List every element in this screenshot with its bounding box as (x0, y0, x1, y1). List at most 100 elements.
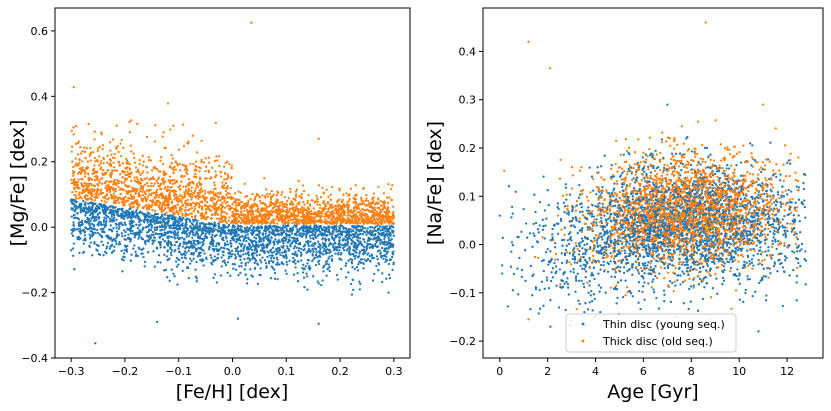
thin-disc-point (266, 250, 269, 253)
thin-disc-point (96, 228, 99, 232)
thick-disc-point (96, 191, 99, 194)
thick-disc-point (170, 185, 173, 189)
thin-disc-point (324, 250, 328, 253)
thick-disc-point (216, 159, 219, 162)
thick-disc-point (341, 215, 344, 218)
thick-disc-point (224, 189, 228, 193)
thick-disc-point (84, 187, 87, 191)
thick-disc-point (76, 186, 79, 189)
thin-disc-point (371, 279, 375, 282)
thick-disc-point (387, 222, 391, 226)
thick-disc-point (85, 198, 88, 201)
thin-disc-point (301, 235, 304, 238)
thin-disc-point (285, 232, 288, 235)
thin-disc-point (270, 236, 273, 239)
thin-disc-point (253, 249, 256, 252)
thick-disc-point (292, 210, 296, 213)
thin-disc-point (170, 268, 173, 271)
thin-disc-point (227, 252, 230, 255)
thick-disc-point (251, 216, 254, 219)
thin-disc-point (264, 262, 268, 265)
thick-disc-point (276, 216, 279, 220)
thick-disc-point (105, 171, 108, 175)
thin-disc-point (182, 260, 185, 264)
thick-disc-point (169, 128, 172, 131)
thick-disc-point (77, 153, 80, 156)
thick-disc-point (244, 195, 247, 198)
thin-disc-point (173, 243, 176, 247)
thin-disc-point (367, 258, 370, 261)
thick-disc-point (170, 200, 174, 203)
thick-disc-point (224, 220, 228, 223)
thin-disc-point (192, 241, 196, 245)
thin-disc-point (211, 248, 214, 251)
thin-disc-point (166, 249, 169, 252)
thick-disc-point (200, 139, 203, 143)
thick-disc-point (377, 206, 381, 209)
thick-disc-point (132, 197, 136, 200)
thick-disc-point (221, 201, 224, 205)
thin-disc-point (222, 223, 225, 227)
thick-disc-point (346, 214, 349, 217)
thin-disc-point (122, 259, 125, 262)
thin-disc-point (234, 234, 237, 237)
thin-disc-point (313, 256, 316, 259)
thick-disc-point (116, 178, 119, 182)
thin-disc-point (315, 229, 318, 232)
thick-disc-point (172, 124, 175, 127)
thin-disc-point (202, 232, 205, 235)
thick-disc-point (260, 209, 263, 212)
thick-disc-point (103, 200, 106, 203)
thick-disc-point (104, 197, 107, 200)
thin-disc-point (166, 220, 170, 224)
thin-disc-point (128, 222, 131, 225)
thin-disc-point (209, 227, 213, 231)
thick-disc-point (219, 175, 223, 178)
thick-disc-point (302, 189, 306, 193)
thin-disc-point (88, 202, 92, 205)
thin-disc-point (200, 221, 204, 225)
thin-disc-point (76, 212, 79, 215)
thick-disc-point (224, 181, 228, 185)
thick-disc-point (330, 222, 333, 226)
thick-disc-point (307, 214, 310, 217)
thick-disc-point (243, 206, 246, 210)
thick-disc-point (144, 198, 148, 202)
thick-disc-point (132, 187, 135, 190)
thick-disc-point (234, 219, 238, 222)
thick-disc-point (368, 210, 371, 213)
thin-disc-point (273, 271, 277, 275)
thick-disc-point (72, 133, 75, 136)
thick-disc-point (236, 203, 240, 207)
thick-disc-point (120, 138, 123, 142)
thick-disc-point (225, 177, 228, 181)
thin-disc-point (251, 252, 254, 255)
thin-disc-point (247, 229, 250, 232)
thin-disc-point (113, 245, 116, 248)
thick-disc-point (195, 169, 198, 172)
thick-disc-point (74, 164, 77, 167)
thick-disc-point (350, 209, 353, 212)
thick-disc-point (302, 206, 306, 210)
thick-disc-point (183, 168, 187, 171)
thick-disc-point (142, 170, 145, 173)
thin-disc-point (276, 252, 279, 255)
thin-disc-point (285, 263, 289, 266)
thick-disc-point (206, 215, 209, 219)
thin-disc-point (249, 247, 252, 250)
thin-disc-point (236, 227, 239, 230)
thick-disc-point (128, 203, 131, 206)
thick-disc-point (227, 219, 230, 222)
thin-disc-point (242, 247, 245, 250)
thick-disc-point (243, 182, 246, 186)
thick-disc-point (84, 172, 87, 175)
thin-disc-point (335, 245, 339, 249)
thin-disc-point (92, 233, 95, 236)
thick-disc-point (207, 161, 211, 164)
thin-disc-point (387, 247, 390, 250)
thin-disc-point (212, 244, 215, 248)
thick-disc-point (170, 206, 173, 210)
thick-disc-point (150, 192, 153, 195)
thick-disc-point (111, 138, 115, 141)
thin-disc-point (163, 246, 166, 249)
